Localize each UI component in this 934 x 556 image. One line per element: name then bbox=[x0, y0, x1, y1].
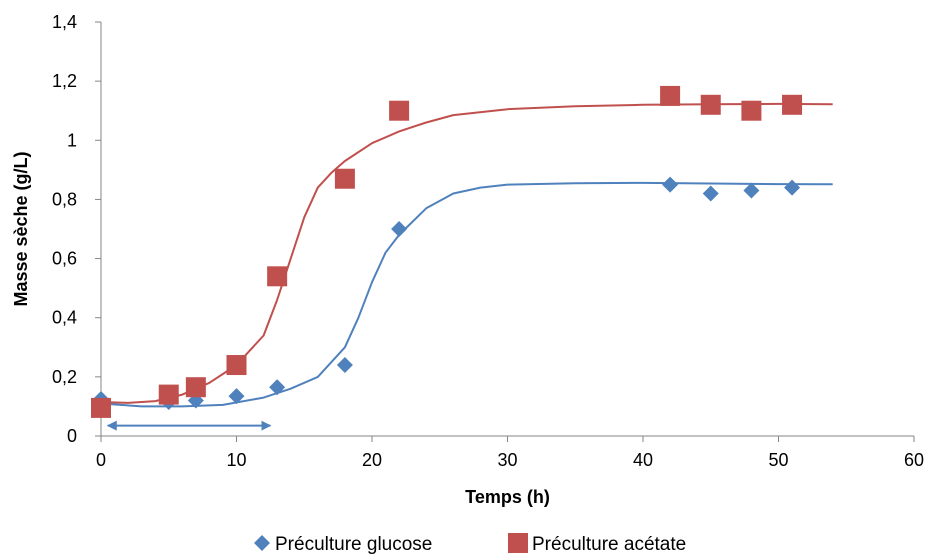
legend: Préculture glucose Préculture acétate bbox=[254, 533, 686, 555]
x-tick-label: 30 bbox=[497, 450, 517, 470]
axes: 0 10 20 30 40 50 60 0 0,2 0,4 0,6 0,8 1 1,2 1,4 bbox=[52, 12, 924, 470]
data-point-glucose bbox=[391, 221, 408, 237]
legend-label-acetate: Préculture acétate bbox=[532, 534, 686, 555]
data-point-glucose bbox=[228, 388, 245, 405]
fit-curves bbox=[100, 102, 833, 408]
y-tick-label: 0,6 bbox=[52, 249, 77, 269]
y-tick-label: 0,2 bbox=[52, 367, 77, 387]
x-tick-label: 20 bbox=[362, 450, 382, 470]
x-tick-label: 10 bbox=[226, 450, 246, 470]
x-axis-title: Temps (h) bbox=[465, 487, 550, 507]
data-points bbox=[91, 85, 803, 418]
data-point-acetate bbox=[741, 100, 762, 121]
y-tick-label: 1,2 bbox=[52, 71, 77, 91]
data-point-glucose bbox=[743, 182, 760, 199]
y-axis-title: Masse sèche (g/L) bbox=[11, 151, 31, 306]
x-tick-label: 60 bbox=[904, 450, 924, 470]
data-point-glucose bbox=[336, 357, 353, 374]
y-tick-label: 0,8 bbox=[52, 189, 77, 209]
y-tick-label: 1,4 bbox=[52, 12, 77, 32]
data-point-acetate bbox=[700, 94, 721, 115]
data-point-acetate bbox=[185, 377, 206, 398]
data-point-acetate bbox=[782, 94, 803, 115]
fit-curve-acetate bbox=[100, 102, 833, 404]
data-point-glucose bbox=[662, 176, 679, 193]
data-point-glucose bbox=[784, 179, 801, 196]
data-point-acetate bbox=[660, 85, 681, 106]
legend-marker-glucose bbox=[254, 535, 270, 551]
legend-label-glucose: Préculture glucose bbox=[275, 534, 432, 555]
x-tick-label: 40 bbox=[633, 450, 653, 470]
y-tick-label: 0,4 bbox=[52, 308, 77, 328]
legend-marker-acetate bbox=[508, 533, 528, 553]
data-point-acetate bbox=[389, 100, 410, 121]
data-point-glucose bbox=[269, 379, 286, 396]
data-point-acetate bbox=[267, 266, 288, 287]
data-point-glucose bbox=[702, 185, 719, 202]
data-point-acetate bbox=[158, 384, 179, 405]
data-point-acetate bbox=[91, 397, 111, 418]
fit-curve-glucose bbox=[100, 181, 833, 408]
y-tick-label: 1 bbox=[67, 130, 77, 150]
data-point-acetate bbox=[226, 355, 247, 376]
x-tick-label: 50 bbox=[768, 450, 788, 470]
x-tick-label: 0 bbox=[96, 450, 106, 470]
data-point-acetate bbox=[334, 168, 355, 189]
y-tick-label: 0 bbox=[67, 426, 77, 446]
